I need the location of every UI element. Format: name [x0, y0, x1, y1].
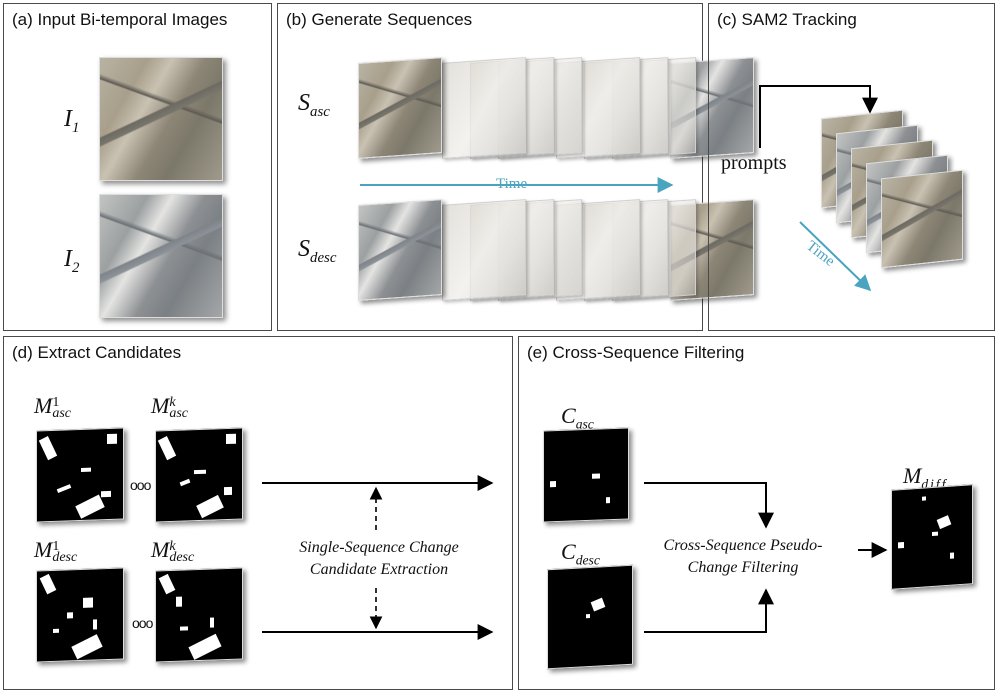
time-arrow-c — [799, 221, 872, 292]
label-m1-desc: M 1 desc — [34, 537, 78, 565]
label-i1: I1 — [64, 106, 80, 136]
single-sequence-note-line1: Single-Sequence Change — [299, 539, 459, 556]
ellipsis-asc: ooo — [130, 477, 151, 493]
panel-cross-sequence-filtering: (e) Cross-Sequence Filtering Casc Cdesc … — [518, 336, 995, 690]
label-c-asc: Casc — [561, 403, 594, 432]
single-sequence-note-line2: Candidate Extraction — [309, 561, 449, 578]
label-c-desc: Cdesc — [561, 539, 600, 568]
image-i2 — [99, 194, 223, 318]
ellipsis-desc: ooo — [132, 615, 153, 631]
prompts-arrow — [759, 85, 878, 148]
panel-e-title: (e) Cross-Sequence Filtering — [527, 343, 745, 362]
label-i2: I2 — [64, 246, 80, 276]
cross-sequence-note-line1: Cross-Sequence Pseudo- — [663, 537, 823, 554]
panel-a-title: (a) Input Bi-temporal Images — [12, 10, 228, 29]
panel-b-title: (b) Generate Sequences — [286, 10, 473, 29]
panel-input-images: (a) Input Bi-temporal Images I1 I2 — [3, 3, 272, 331]
cross-sequence-note-line2: Change Filtering — [687, 559, 799, 576]
c-asc-to-filter-arrow — [644, 482, 774, 529]
panel-c-title: (c) SAM2 Tracking — [717, 10, 857, 29]
c-desc-to-filter-arrow — [644, 588, 774, 633]
panel-sam2-tracking: (c) SAM2 Tracking prompts Time — [708, 3, 995, 331]
panel-d-title: (d) Extract Candidates — [12, 343, 182, 362]
single-sequence-note: Single-Sequence Change Candidate Extract… — [274, 537, 484, 581]
label-s-asc: Sasc — [298, 90, 330, 120]
label-m1-asc: M 1 asc — [34, 393, 71, 421]
image-i1 — [99, 57, 223, 181]
label-s-desc: Sdesc — [298, 236, 337, 266]
prompts-label: prompts — [721, 152, 787, 174]
cross-sequence-note: Cross-Sequence Pseudo- Change Filtering — [643, 535, 843, 579]
